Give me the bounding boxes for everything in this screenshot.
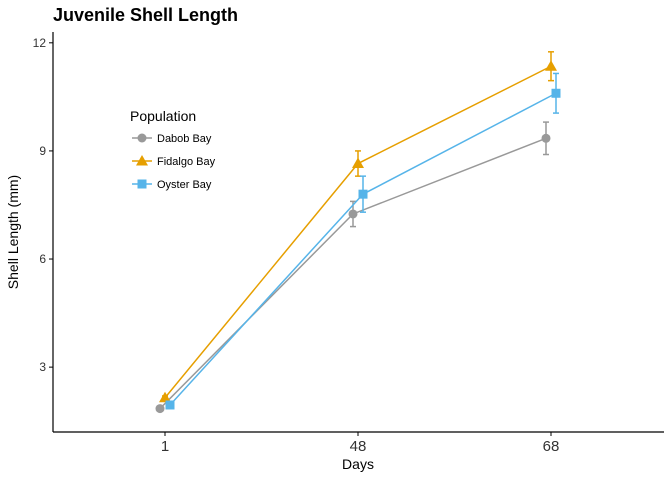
data-point xyxy=(545,60,557,71)
legend-title: Population xyxy=(130,108,196,124)
y-tick-label: 3 xyxy=(39,360,46,374)
y-tick-label: 12 xyxy=(33,36,47,50)
data-point xyxy=(551,88,561,98)
legend-item: Oyster Bay xyxy=(132,179,212,191)
y-axis: 3 6 9 12 xyxy=(33,36,53,374)
y-axis-title: Shell Length (mm) xyxy=(5,175,21,289)
legend-label: Oyster Bay xyxy=(157,179,212,191)
legend-item: Fidalgo Bay xyxy=(132,155,216,168)
series-line xyxy=(159,137,547,410)
series-dabob-bay xyxy=(155,121,551,414)
legend-key-marker xyxy=(137,179,147,189)
plot-area xyxy=(52,32,664,433)
data-point xyxy=(165,400,175,410)
chart-title: Juvenile Shell Length xyxy=(53,5,238,25)
series-layer xyxy=(155,51,561,414)
x-axis-title: Days xyxy=(342,456,374,472)
legend-key-marker xyxy=(137,133,147,143)
data-point xyxy=(352,157,364,169)
y-tick-label: 6 xyxy=(39,252,46,266)
legend-label: Fidalgo Bay xyxy=(157,156,216,168)
series-oyster-bay xyxy=(165,72,561,410)
data-point xyxy=(348,209,358,219)
legend-key-marker xyxy=(136,155,148,166)
x-tick-label: 68 xyxy=(543,438,560,455)
series-line xyxy=(169,92,557,406)
series-fidalgo-bay xyxy=(159,51,557,403)
legend-item: Dabob Bay xyxy=(132,133,212,145)
legend-label: Dabob Bay xyxy=(157,133,212,145)
data-point xyxy=(155,404,165,414)
legend: Population Dabob Bay Fidalgo Bay Oyster Ba… xyxy=(130,108,216,191)
data-point xyxy=(541,133,551,143)
x-axis: 1 48 68 xyxy=(161,432,560,455)
x-tick-label: 48 xyxy=(350,438,367,455)
y-tick-label: 9 xyxy=(39,144,46,158)
data-point xyxy=(358,189,368,199)
data-point xyxy=(159,391,171,403)
x-tick-label: 1 xyxy=(161,438,169,455)
